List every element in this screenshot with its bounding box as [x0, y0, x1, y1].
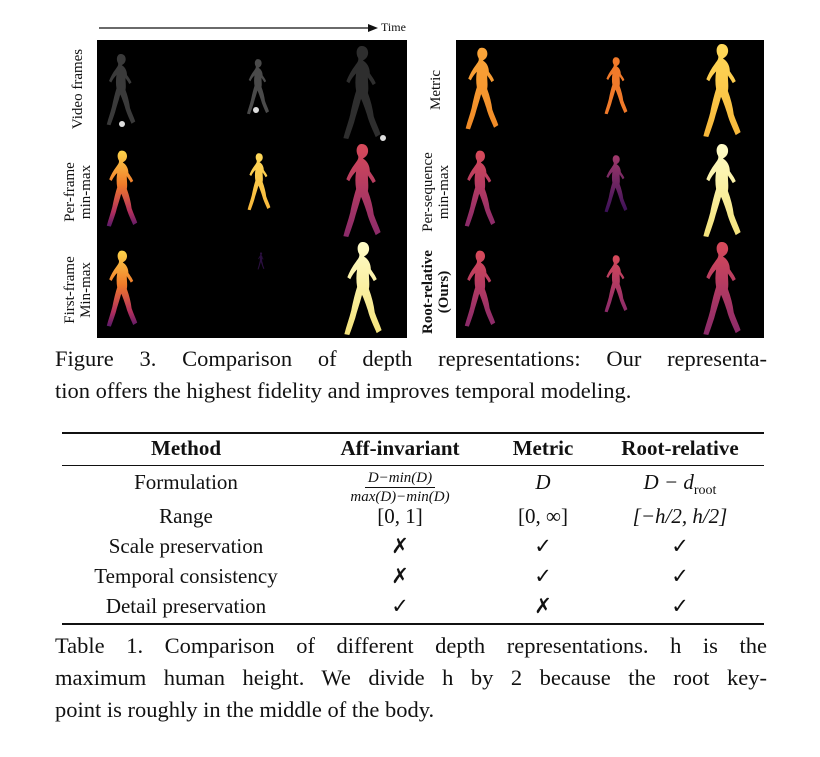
scale-metric-mark: ✓: [534, 534, 552, 558]
figure-3: Time Video frames Per-frame min-max Firs…: [0, 0, 820, 345]
row-label-range: Range: [159, 504, 213, 528]
time-label: Time: [381, 20, 406, 34]
fraction-numerator: D−min(D): [364, 470, 436, 488]
formula-root-subscript: root: [693, 483, 717, 499]
figure-caption-line-2: tion offers the highest fidelity and imp…: [55, 378, 632, 403]
row-label-scale-preservation: Scale preservation: [108, 534, 264, 558]
left-row1-frames: [106, 45, 386, 141]
row-label-line: min-max: [78, 164, 94, 220]
temporal-metric-mark: ✓: [534, 564, 552, 588]
fraction-denominator: max(D)−min(D): [350, 489, 450, 505]
row-label-line: Min-max: [78, 262, 94, 318]
time-arrow-head: [368, 24, 378, 32]
header-aff-invariant: Aff-invariant: [340, 436, 460, 460]
detail-aff-invariant-mark: ✓: [391, 594, 409, 618]
row-label-line: Video frames: [70, 48, 86, 130]
detail-metric-mark: ✗: [534, 594, 552, 618]
right-row-label-metric: Metric: [416, 40, 456, 140]
row-label-line: (Ours): [436, 270, 452, 314]
figure-caption-line-1: Figure 3. Comparison of depth representa…: [55, 346, 767, 371]
table-bottom-rule: [62, 623, 764, 625]
frame-shoe-2: [253, 107, 259, 113]
left-figure-panel: [97, 40, 407, 338]
temporal-aff-invariant-mark: ✗: [391, 564, 409, 588]
row-label-line: Per-frame: [62, 162, 78, 222]
figure-caption: Figure 3. Comparison of depth representa…: [55, 343, 767, 407]
range-root-relative: [−h/2, h/2]: [632, 504, 728, 528]
table-caption: Table 1. Comparison of different depth r…: [55, 630, 767, 726]
table-header-rule: [62, 465, 764, 466]
right-figure-panel: [456, 40, 764, 338]
frame-shoe-1: [119, 121, 125, 127]
row-label-line: Per-sequence: [420, 152, 436, 232]
row-label-line: First-frame: [62, 256, 78, 324]
figure-graphics: [97, 24, 764, 338]
range-aff-invariant: [0, 1]: [377, 504, 423, 528]
table-top-rule: [62, 432, 764, 434]
row-label-line: min-max: [436, 164, 452, 220]
scale-root-relative-mark: ✓: [671, 534, 689, 558]
left-row-label-first-frame: First-frame Min-max: [58, 240, 98, 340]
detail-root-relative-mark: ✓: [671, 594, 689, 618]
formula-metric: D: [535, 470, 551, 494]
left-row-label-video-frames: Video frames: [58, 39, 98, 139]
table-caption-line-2: maximum human height. We divide h by 2 b…: [55, 665, 767, 690]
formula-root-main: D − d: [643, 470, 694, 494]
formula-aff-invariant: D−min(D) max(D)−min(D): [310, 463, 490, 505]
temporal-root-relative-mark: ✓: [671, 564, 689, 588]
right-row-label-root-relative: Root-relative (Ours): [416, 242, 456, 342]
row-label-detail-preservation: Detail preservation: [105, 594, 267, 618]
left-row-label-per-frame: Per-frame min-max: [58, 142, 98, 242]
header-method: Method: [151, 436, 221, 460]
right-row-label-per-sequence: Per-sequence min-max: [416, 142, 456, 242]
frame-shoe-3: [380, 135, 386, 141]
header-metric: Metric: [512, 436, 574, 460]
table-caption-line-3: point is roughly in the middle of the bo…: [55, 697, 435, 722]
row-label-formulation: Formulation: [134, 470, 238, 494]
row-label-temporal-consistency: Temporal consistency: [94, 564, 278, 588]
table-caption-line-1: Table 1. Comparison of different depth r…: [55, 633, 767, 658]
fraction: D−min(D) max(D)−min(D): [350, 470, 449, 505]
row-label-line: Metric: [428, 70, 444, 110]
header-root-relative: Root-relative: [621, 436, 739, 460]
range-metric: [0, ∞]: [518, 504, 568, 528]
row-label-line: Root-relative: [420, 250, 436, 334]
formula-root-relative: D − droot: [596, 470, 764, 499]
scale-aff-invariant-mark: ✗: [391, 534, 409, 558]
